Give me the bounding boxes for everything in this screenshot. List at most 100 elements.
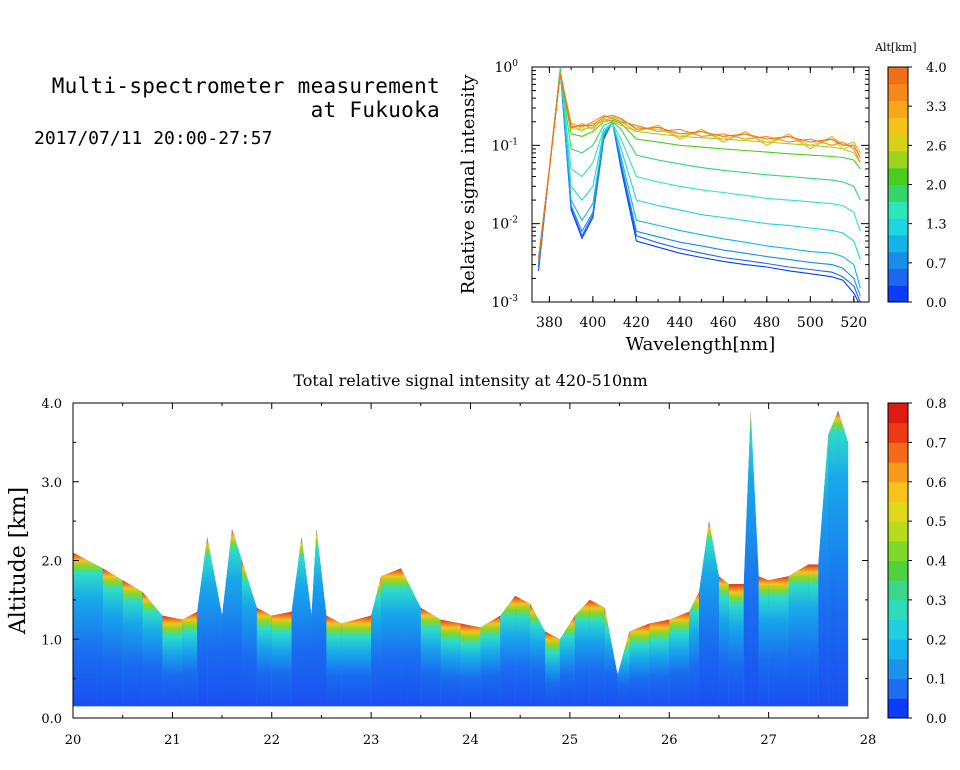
heatmap-x-tick-label: 27: [760, 733, 777, 748]
heatmap-column: [440, 619, 461, 707]
intensity-colorbar-segment: [888, 639, 908, 660]
heatmap-y-tick-label: 1.0: [41, 633, 62, 648]
altitude-colorbar-segment: [888, 234, 908, 253]
spectrum-y-tick-label: 10-3: [491, 294, 518, 311]
spectrum-x-tick-label: 440: [666, 315, 693, 331]
heatmap-column: [400, 568, 421, 707]
heatmap-axes: 20 21 22 23 24 25 26 27 28 0.0 1.0 2.0 3.0 4.0: [41, 397, 876, 748]
heatmap-column: [589, 599, 605, 707]
spectrum-series-line-1: [537, 69, 861, 302]
heatmap-column: [743, 410, 751, 707]
heatmap-column: [381, 568, 401, 707]
intensity-colorbar-tick-label: 0.5: [926, 515, 947, 530]
heatmap-column: [341, 615, 372, 707]
heatmap-column: [291, 536, 302, 707]
spectrum-y-tick-label: 10-1: [491, 137, 518, 154]
intensity-colorbar-tick-label: 0.7: [926, 436, 947, 451]
heatmap-column: [689, 592, 700, 707]
heatmap-column: [559, 615, 575, 707]
intensity-colorbar-tick-label: 0.0: [926, 712, 947, 727]
altitude-colorbar-segment: [888, 285, 908, 303]
heatmap-column: [728, 584, 744, 707]
altitude-colorbar-segment: [888, 100, 908, 118]
altitude-colorbar-tick-label: 1.3: [926, 218, 947, 233]
heatmap-column: [515, 595, 531, 707]
intensity-colorbar-segment: [888, 422, 908, 443]
intensity-colorbar: 0.8 0.7 0.6 0.5 0.4 0.3 0.2 0.1 0.0: [887, 397, 947, 727]
heatmap-column: [207, 536, 223, 707]
intensity-colorbar-segment: [888, 442, 908, 463]
figure-date-range: 2017/07/11 20:00-27:57: [34, 128, 273, 149]
heatmap-x-tick-label: 28: [860, 733, 877, 748]
heatmap-column: [271, 611, 292, 707]
heatmap-column: [604, 607, 618, 707]
heatmap-column: [574, 599, 590, 707]
intensity-colorbar-tick-label: 0.4: [926, 555, 947, 570]
heatmap-column: [122, 580, 143, 707]
intensity-colorbar-segment: [888, 501, 908, 522]
intensity-colorbar-tick-label: 0.8: [926, 397, 947, 412]
intensity-colorbar-tick-label: 0.2: [926, 633, 947, 648]
heatmap-column: [669, 611, 690, 707]
spectrum-plot-frame: [531, 66, 870, 303]
heatmap-column: [256, 607, 272, 707]
heatmap-column: [699, 521, 709, 707]
heatmap-column: [241, 560, 257, 707]
intensity-colorbar-segment: [888, 462, 908, 483]
heatmap-column: [102, 568, 123, 707]
intensity-colorbar-segment: [888, 580, 908, 601]
altitude-colorbar-segment: [888, 150, 908, 169]
heatmap-column: [326, 615, 342, 707]
spectrum-y-tick-label: 10-2: [491, 216, 518, 233]
spectrum-x-tick-label: 460: [710, 315, 737, 331]
altitude-colorbar-segment: [888, 83, 908, 102]
heatmap-column: [480, 615, 501, 707]
altitude-colorbar-tick-label: 3.3: [926, 100, 947, 115]
altitude-colorbar-segment: [888, 218, 908, 236]
spectrum-series-group: [537, 67, 861, 302]
spectrum-series-line-7: [537, 71, 861, 260]
heatmap-column: [301, 536, 312, 707]
intensity-colorbar-segment: [888, 481, 908, 502]
spectrum-series-line-0: [537, 70, 860, 302]
altitude-colorbar-segment: [888, 167, 908, 185]
heatmap-column: [808, 564, 819, 707]
heatmap-x-tick-label: 26: [661, 733, 678, 748]
heatmap-column: [530, 603, 546, 707]
heatmap-column: [197, 536, 208, 707]
intensity-colorbar-segment: [888, 619, 908, 640]
heatmap-column: [73, 552, 103, 707]
spectrum-x-tick-label: 520: [840, 315, 867, 331]
heatmap-column: [545, 631, 560, 707]
heatmap-column: [222, 529, 232, 707]
altitude-colorbar-label: Alt[km]: [874, 41, 917, 54]
heatmap-column: [460, 623, 481, 707]
heatmap-column: [420, 607, 441, 707]
intensity-colorbar-segment: [888, 698, 908, 719]
heatmap-column: [316, 529, 327, 707]
heatmap-column: [768, 576, 789, 707]
spectrum-x-tick-label: 420: [623, 315, 650, 331]
heatmap-y-tick-label: 0.0: [41, 712, 62, 727]
heatmap-y-tick-label: 4.0: [41, 397, 62, 412]
altitude-colorbar-segment: [888, 251, 908, 269]
heatmap-x-tick-label: 20: [65, 733, 82, 748]
heatmap-column: [617, 631, 630, 707]
heatmap-x-tick-label: 25: [562, 733, 579, 748]
intensity-colorbar-segment: [888, 521, 908, 542]
heatmap-column: [162, 615, 183, 707]
heatmap-x-tick-label: 21: [164, 733, 181, 748]
altitude-colorbar-tick-label: 0.0: [926, 296, 947, 311]
intensity-colorbar-segment: [888, 599, 908, 621]
intensity-colorbar-segment: [888, 540, 908, 561]
intensity-colorbar-segment: [888, 560, 908, 581]
figure-title-line2: at Fukuoka: [310, 98, 440, 122]
spectrum-series-line-12: [537, 73, 861, 260]
heatmap-column: [142, 592, 163, 707]
heatmap-column: [311, 529, 317, 707]
heatmap-y-axis-label: Altitude [km]: [6, 487, 31, 635]
altitude-colorbar-segment: [888, 184, 908, 202]
figure-title-line1: Multi-spectrometer measurement: [51, 74, 440, 98]
intensity-colorbar-segment: [888, 658, 908, 680]
